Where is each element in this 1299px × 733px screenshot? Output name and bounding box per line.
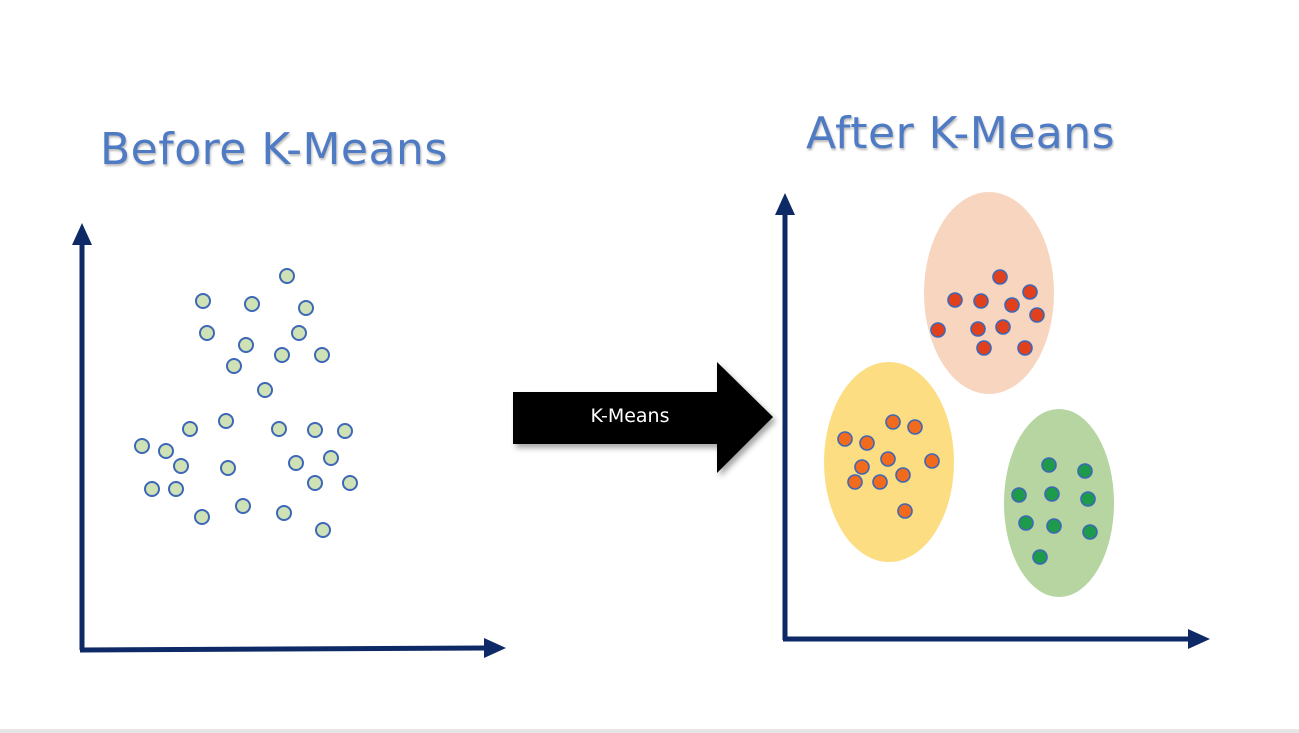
yellow-cluster-point (924, 453, 940, 469)
data-point (194, 509, 210, 525)
arrow-shape (513, 362, 773, 473)
yellow-cluster-point (885, 414, 901, 430)
data-point (168, 481, 184, 497)
green-cluster-point (1082, 524, 1098, 540)
after-x-axis (783, 629, 1210, 649)
before-x-axis (79, 638, 506, 658)
yellow-cluster-point (897, 503, 913, 519)
data-point (134, 438, 150, 454)
red-cluster-point (947, 292, 963, 308)
red-cluster-point (973, 293, 989, 309)
red-cluster-point (976, 340, 992, 356)
data-point (307, 422, 323, 438)
bottom-divider (0, 729, 1299, 733)
red-cluster-point (1004, 297, 1020, 313)
data-point (291, 325, 307, 341)
green-cluster-point (1018, 515, 1034, 531)
yellow-cluster-point (854, 459, 870, 475)
after-plot (775, 192, 1210, 649)
red-cluster-point (1017, 340, 1033, 356)
data-point (315, 522, 331, 538)
data-point (271, 421, 287, 437)
data-point (244, 296, 260, 312)
green-cluster-point (1041, 457, 1057, 473)
data-point (238, 337, 254, 353)
data-point (342, 475, 358, 491)
data-point (158, 443, 174, 459)
red-cluster-point (1022, 284, 1038, 300)
data-point (173, 458, 189, 474)
red-cluster-point (970, 321, 986, 337)
yellow-cluster-point (895, 467, 911, 483)
kmeans-arrow: K-Means (513, 362, 775, 473)
cluster-green-region (1004, 409, 1114, 597)
data-point (182, 421, 198, 437)
data-point (257, 382, 273, 398)
yellow-cluster-point (872, 474, 888, 490)
data-point (288, 455, 304, 471)
red-cluster-point (1029, 307, 1045, 323)
data-point (195, 293, 211, 309)
data-point (323, 450, 339, 466)
green-cluster-point (1011, 487, 1027, 503)
before-points (134, 268, 358, 538)
yellow-cluster-point (847, 474, 863, 490)
cluster-regions (824, 192, 1114, 597)
data-point (226, 358, 242, 374)
data-point (279, 268, 295, 284)
green-cluster-point (1044, 486, 1060, 502)
red-cluster-point (930, 322, 946, 338)
data-point (276, 505, 292, 521)
green-cluster-point (1032, 549, 1048, 565)
data-point (274, 347, 290, 363)
data-point (307, 475, 323, 491)
red-cluster-point (992, 269, 1008, 285)
data-point (199, 325, 215, 341)
green-cluster-point (1046, 518, 1062, 534)
green-cluster-point (1080, 491, 1096, 507)
data-point (220, 460, 236, 476)
yellow-cluster-point (907, 419, 923, 435)
before-title: Before K-Means (100, 124, 448, 175)
red-cluster-point (995, 319, 1011, 335)
green-cluster-point (1077, 463, 1093, 479)
yellow-cluster-point (837, 431, 853, 447)
data-point (218, 413, 234, 429)
data-point (337, 423, 353, 439)
after-y-axis (775, 193, 795, 640)
data-point (144, 481, 160, 497)
data-point (314, 347, 330, 363)
before-plot (72, 223, 506, 658)
data-point (235, 498, 251, 514)
data-point (298, 300, 314, 316)
after-points (837, 269, 1098, 565)
arrow-label: K-Means (590, 405, 670, 427)
before-y-axis (72, 223, 92, 650)
yellow-cluster-point (880, 451, 896, 467)
yellow-cluster-point (859, 435, 875, 451)
after-title: After K-Means (806, 108, 1116, 159)
